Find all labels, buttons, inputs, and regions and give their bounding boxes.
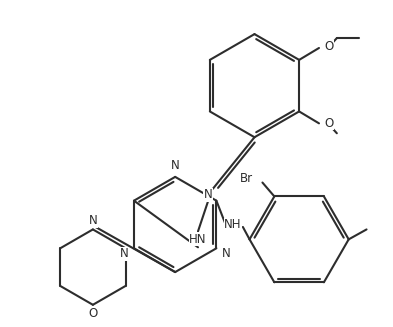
Text: N: N: [222, 247, 230, 260]
Text: NH: NH: [224, 218, 242, 232]
Text: N: N: [204, 188, 212, 201]
Text: N: N: [120, 247, 129, 260]
Text: Br: Br: [239, 172, 253, 185]
Text: O: O: [324, 117, 333, 130]
Text: O: O: [88, 307, 97, 320]
Text: N: N: [88, 214, 97, 227]
Text: N: N: [171, 160, 180, 172]
Text: HN: HN: [189, 233, 207, 246]
Text: O: O: [324, 41, 333, 54]
